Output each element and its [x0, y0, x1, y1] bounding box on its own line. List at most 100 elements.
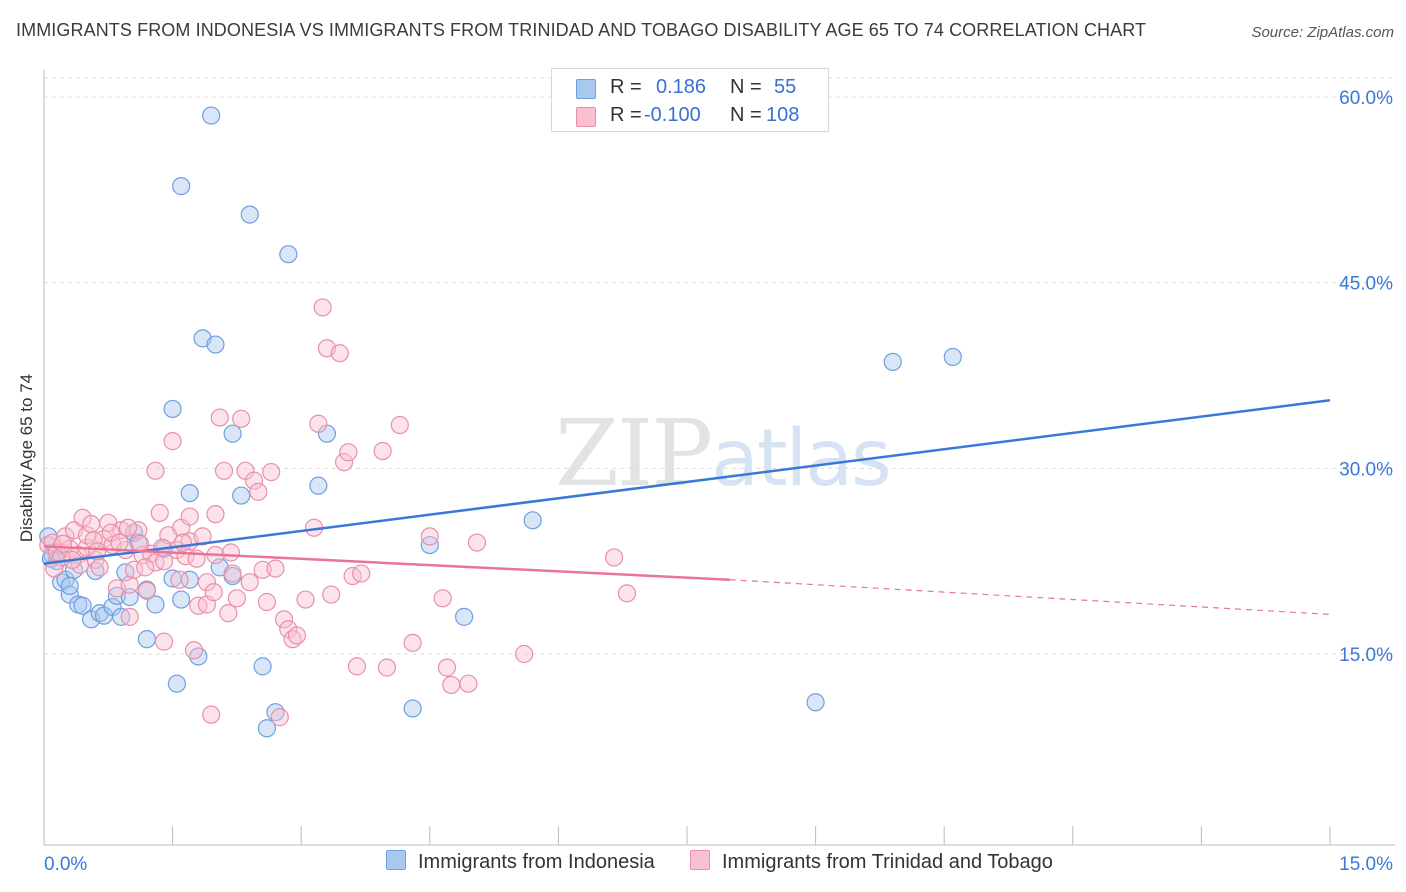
point-indonesia — [120, 587, 139, 607]
legend-n-value: 108 — [766, 104, 800, 126]
point-indonesia — [240, 205, 259, 224]
point-trinidad — [257, 592, 277, 612]
point-indonesia — [253, 657, 272, 676]
point-indonesia — [73, 596, 92, 615]
legend-row-indonesia: R = 0.186 N = 55 — [552, 74, 828, 104]
point-indonesia — [523, 511, 542, 530]
y-axis-label: Disability Age 65 to 74 — [17, 374, 36, 542]
legend-swatch-trinidad — [576, 107, 596, 127]
point-trinidad — [244, 471, 264, 490]
point-trinidad — [253, 560, 272, 579]
point-trinidad — [124, 560, 144, 579]
legend-r-label: R = — [610, 76, 642, 98]
point-trinidad — [150, 503, 169, 522]
y-tick-label: 45.0% — [1339, 274, 1393, 295]
point-trinidad — [262, 462, 281, 482]
point-trinidad — [442, 675, 461, 695]
point-trinidad — [459, 674, 478, 693]
point-indonesia — [172, 177, 191, 196]
legend-n-label: N = — [730, 104, 762, 126]
legend-r-label: R = — [610, 104, 642, 126]
chart-title: IMMIGRANTS FROM INDONESIA VS IMMIGRANTS … — [16, 20, 1147, 40]
point-trinidad — [605, 548, 624, 567]
point-trinidad — [240, 573, 259, 592]
point-indonesia — [180, 483, 199, 503]
point-trinidad — [249, 482, 268, 501]
point-trinidad — [163, 432, 182, 451]
point-trinidad — [309, 414, 328, 433]
point-trinidad — [120, 607, 139, 626]
x-tick-label: 15.0% — [1339, 854, 1393, 875]
point-trinidad — [377, 658, 397, 677]
point-trinidad — [322, 585, 341, 604]
point-trinidad — [227, 589, 246, 608]
point-trinidad — [420, 527, 439, 546]
point-trinidad — [214, 461, 234, 480]
point-trinidad — [180, 507, 199, 526]
point-trinidad — [223, 564, 242, 583]
y-tick-label: 30.0% — [1339, 459, 1393, 480]
point-trinidad — [173, 533, 192, 552]
legend-n-value: 55 — [774, 76, 797, 98]
point-trinidad — [45, 559, 64, 578]
point-trinidad — [120, 575, 139, 594]
point-trinidad — [437, 658, 457, 677]
trendline-trinidad — [43, 545, 730, 581]
point-trinidad — [193, 527, 212, 546]
point-trinidad — [154, 632, 174, 651]
y-tick-label: 60.0% — [1339, 88, 1393, 109]
point-indonesia — [146, 595, 165, 614]
point-trinidad — [433, 589, 452, 608]
point-trinidad — [206, 505, 225, 524]
bottom-legend-trinidad: Immigrants from Trinidad and Tobago — [690, 850, 1053, 874]
point-indonesia — [172, 590, 191, 609]
y-tick-label: 15.0% — [1339, 645, 1393, 666]
point-trinidad — [352, 564, 371, 583]
bottom-legend: Immigrants from Indonesia Immigrants fro… — [0, 850, 1406, 880]
point-indonesia — [206, 335, 225, 354]
point-trinidad — [617, 584, 637, 603]
point-trinidad — [118, 518, 138, 537]
point-trinidad — [204, 583, 223, 602]
point-trinidad — [221, 543, 240, 562]
x-tick-label: 0.0% — [44, 854, 87, 875]
point-trinidad — [339, 443, 358, 462]
correlation-legend: R = 0.186 N = 55 R = -0.100 N = 108 — [551, 68, 829, 132]
point-trinidad — [334, 453, 354, 472]
bottom-legend-indonesia: Immigrants from Indonesia — [386, 850, 655, 874]
legend-n-label: N = — [730, 76, 762, 98]
point-indonesia — [232, 486, 251, 505]
point-trinidad — [467, 533, 487, 552]
point-trinidad — [274, 610, 294, 629]
point-trinidad — [197, 573, 216, 592]
legend-r-value: -0.100 — [644, 104, 701, 126]
point-trinidad — [266, 559, 285, 578]
point-trinidad — [330, 344, 349, 363]
point-trinidad — [137, 581, 156, 600]
point-trinidad — [53, 534, 72, 553]
point-indonesia — [163, 399, 182, 419]
point-trinidad — [270, 708, 289, 727]
point-indonesia — [107, 586, 126, 605]
point-trinidad — [403, 633, 422, 652]
point-trinidad — [136, 558, 155, 577]
point-indonesia — [60, 576, 79, 596]
point-trinidad — [90, 558, 109, 577]
point-indonesia — [137, 630, 156, 649]
point-indonesia — [223, 424, 242, 443]
point-trinidad — [202, 705, 221, 724]
point-trinidad — [82, 514, 101, 534]
point-trinidad — [219, 604, 238, 623]
point-trinidad — [146, 461, 165, 480]
bottom-legend-label-trinidad: Immigrants from Trinidad and Tobago — [722, 851, 1053, 873]
point-indonesia — [454, 607, 474, 626]
point-trinidad — [287, 626, 307, 645]
bottom-legend-swatch-trinidad — [690, 850, 710, 870]
point-indonesia — [806, 693, 825, 712]
point-indonesia — [202, 106, 221, 125]
point-trinidad — [170, 570, 189, 589]
legend-swatch-indonesia — [576, 79, 596, 99]
point-trinidad — [373, 441, 392, 461]
point-trinidad — [390, 415, 409, 435]
